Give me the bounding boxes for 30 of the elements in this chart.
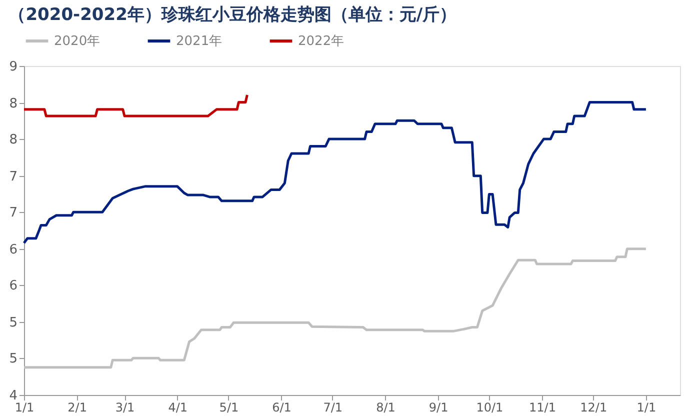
y-tick-label: 7: [9, 169, 18, 184]
line-series: [22, 248, 648, 369]
y-tick-label: 6: [9, 278, 18, 294]
line-series: [22, 100, 648, 244]
x-tick-label: 5/1: [219, 400, 239, 414]
y-tick-label: 9: [9, 60, 18, 74]
x-tick-label: 9/1: [428, 400, 448, 414]
legend-label: 2021年: [176, 34, 222, 49]
y-tick-label: 4: [9, 388, 18, 404]
x-tick-label: 12/1: [580, 400, 608, 414]
y-tick-label: 6: [9, 242, 18, 258]
x-tick-label: 1/1: [14, 400, 34, 414]
x-tick-label: 4/1: [168, 400, 188, 414]
x-tick-label: 1/1: [636, 400, 656, 414]
line-series: [22, 94, 248, 118]
x-tick-label: 6/1: [272, 400, 292, 414]
y-tick-label: 8: [9, 132, 18, 148]
chart-title: （2020-2022年）珍珠红小豆价格走势图（单位：元/斤）: [8, 5, 457, 25]
y-tick-label: 8: [9, 96, 18, 112]
x-tick-label: 7/1: [323, 400, 343, 414]
x-tick-label: 11/1: [529, 400, 556, 414]
legend-label: 2020年: [54, 34, 100, 49]
y-tick-label: 5: [9, 352, 18, 367]
x-tick-label: 2/1: [68, 400, 87, 414]
x-tick-label: 3/1: [115, 400, 135, 414]
y-tick-label: 7: [9, 206, 18, 221]
x-tick-label: 10/1: [476, 400, 504, 414]
x-tick-label: 8/1: [376, 400, 396, 414]
y-tick-label: 5: [9, 315, 18, 330]
legend-label: 2022年: [298, 34, 344, 49]
